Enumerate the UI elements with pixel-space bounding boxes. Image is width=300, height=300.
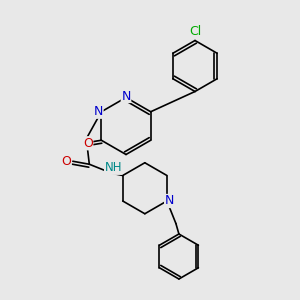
Text: N: N: [94, 105, 103, 118]
Text: N: N: [121, 89, 131, 103]
Text: O: O: [61, 155, 71, 168]
Text: N: N: [165, 194, 174, 208]
Text: Cl: Cl: [189, 25, 201, 38]
Text: O: O: [83, 137, 93, 150]
Text: NH: NH: [105, 161, 122, 174]
